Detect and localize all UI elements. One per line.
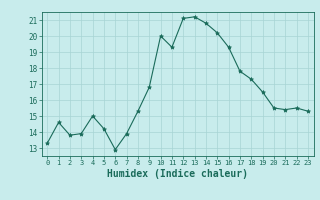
X-axis label: Humidex (Indice chaleur): Humidex (Indice chaleur) — [107, 169, 248, 179]
